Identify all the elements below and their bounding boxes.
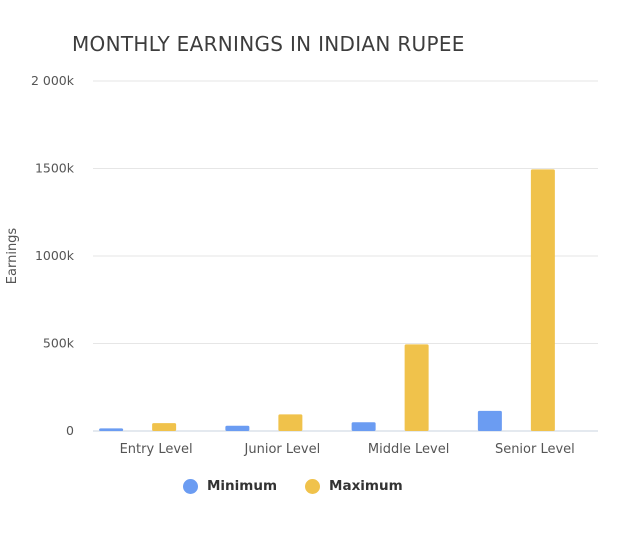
bar-maximum-entry-level <box>152 423 177 431</box>
bar-maximum-senior-level <box>530 169 555 431</box>
x-tick-label: Senior Level <box>495 442 575 457</box>
bar-maximum-middle-level <box>404 344 429 431</box>
legend-item-minimum[interactable]: Minimum <box>183 478 277 494</box>
bars <box>99 169 555 431</box>
x-axis-ticks: Entry Level Junior Level Middle Level Senio… <box>120 442 575 457</box>
legend-item-maximum[interactable]: Maximum <box>305 478 403 494</box>
gridlines <box>93 80 598 344</box>
x-tick-label: Junior Level <box>244 442 321 457</box>
y-tick-label: 2 000k <box>31 73 75 88</box>
bar-minimum-entry-level <box>99 428 124 431</box>
y-axis-ticks: 0 500k 1000k 1500k 2 000k <box>31 73 75 438</box>
bar-minimum-middle-level <box>351 422 376 431</box>
bar-minimum-senior-level <box>477 410 502 431</box>
chart-title: MONTHLY EARNINGS IN INDIAN RUPEE <box>72 32 465 56</box>
legend-swatch <box>183 478 198 494</box>
legend-swatch <box>305 478 321 494</box>
legend: Minimum Maximum <box>183 478 431 494</box>
y-tick-label: 1500k <box>35 161 75 176</box>
bar-maximum-junior-level <box>278 414 303 431</box>
legend-label: Minimum <box>207 478 278 494</box>
y-tick-label: 1000k <box>35 248 75 263</box>
legend-label: Maximum <box>329 478 403 494</box>
y-tick-label: 0 <box>66 423 74 438</box>
bar-minimum-junior-level <box>225 425 250 431</box>
y-tick-label: 500k <box>43 336 75 351</box>
y-axis-label: Earnings <box>5 228 20 285</box>
x-tick-label: Middle Level <box>368 442 449 457</box>
x-tick-label: Entry Level <box>120 442 193 457</box>
